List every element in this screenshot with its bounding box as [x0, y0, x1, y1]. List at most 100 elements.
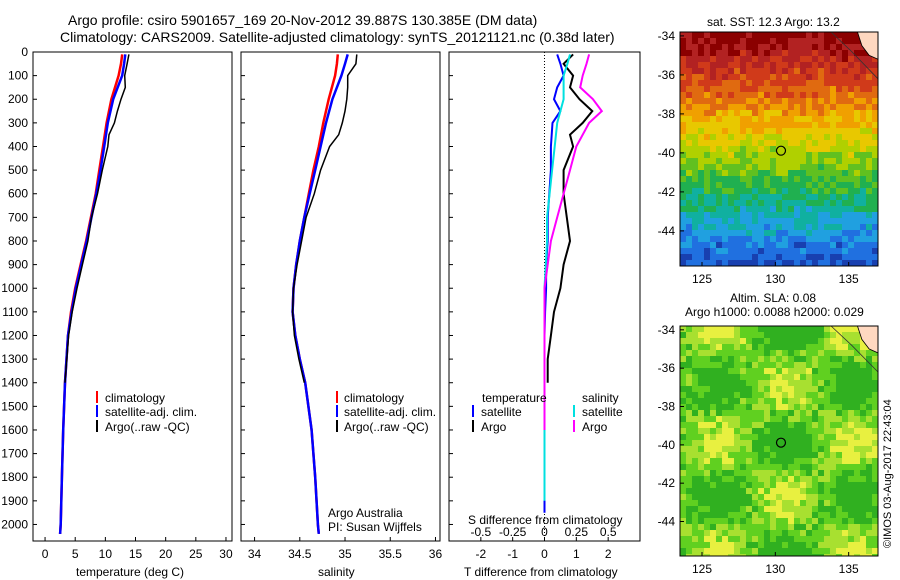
map-cell [842, 410, 848, 416]
map-cell [776, 548, 782, 554]
map-cell [764, 554, 770, 556]
map-cell [836, 236, 842, 242]
map-cell [710, 164, 716, 170]
map-cell [854, 548, 860, 554]
map-cell [710, 86, 716, 92]
map-cell [806, 368, 812, 374]
map-cell [698, 326, 704, 332]
map-cell [728, 128, 734, 134]
map-cell [854, 230, 860, 236]
map-cell [770, 206, 776, 212]
map-cell [746, 548, 752, 554]
map-cell [734, 338, 740, 344]
map-cell [800, 224, 806, 230]
map-cell [728, 536, 734, 542]
map-cell [836, 404, 842, 410]
map-cell [788, 536, 794, 542]
map-cell [800, 434, 806, 440]
map-cell [812, 344, 818, 350]
map-cell [758, 104, 764, 110]
map-cell [740, 134, 746, 140]
map-cell [752, 524, 758, 530]
map-cell [860, 164, 866, 170]
map-cell [770, 458, 776, 464]
map-cell [770, 164, 776, 170]
map-cell [854, 362, 860, 368]
map-cell [806, 236, 812, 242]
map-cell [716, 50, 722, 56]
map-cell [710, 194, 716, 200]
map-cell [692, 236, 698, 242]
map-cell [866, 494, 872, 500]
map-cell [830, 260, 836, 266]
map-cell [794, 110, 800, 116]
map-cell [686, 434, 692, 440]
map-cell [722, 470, 728, 476]
map-cell [830, 74, 836, 80]
map-cell [818, 158, 824, 164]
map-cell [704, 242, 710, 248]
map-cell [758, 110, 764, 116]
map-cell [842, 554, 848, 556]
map-cell [704, 428, 710, 434]
map-cell [842, 500, 848, 506]
map-cell [872, 428, 878, 434]
map-cell [836, 380, 842, 386]
map-cell [782, 116, 788, 122]
map-cell [764, 62, 770, 68]
map-cell [842, 392, 848, 398]
map-cell [830, 380, 836, 386]
map-cell [764, 164, 770, 170]
map-cell [740, 176, 746, 182]
map-cell [686, 554, 692, 556]
map-cell [836, 176, 842, 182]
map-cell [686, 428, 692, 434]
map-cell [860, 428, 866, 434]
map-cell [692, 356, 698, 362]
map-cell [782, 434, 788, 440]
map-cell [872, 260, 878, 266]
map-cell [752, 380, 758, 386]
map-cell [806, 158, 812, 164]
map-cell [848, 152, 854, 158]
map-cell [806, 518, 812, 524]
map-cell [710, 392, 716, 398]
map-cell [716, 350, 722, 356]
map-frame [679, 325, 879, 557]
map-cell [866, 56, 872, 62]
map-cell [698, 482, 704, 488]
map-cell [758, 392, 764, 398]
map-cell [716, 44, 722, 50]
map-cell [692, 62, 698, 68]
map-cell [770, 356, 776, 362]
map-cell [740, 104, 746, 110]
map-cell [824, 488, 830, 494]
map-cell [752, 398, 758, 404]
map-cell [740, 506, 746, 512]
map-cell [848, 446, 854, 452]
map-cell [710, 416, 716, 422]
map-cell [842, 110, 848, 116]
map-cell [848, 176, 854, 182]
map-cell [746, 398, 752, 404]
map-cell [812, 74, 818, 80]
map-cell [818, 524, 824, 530]
map-cell [686, 452, 692, 458]
map-cell [866, 386, 872, 392]
map-cell [806, 446, 812, 452]
map-cell [740, 542, 746, 548]
map-cell [854, 248, 860, 254]
map-cell [758, 338, 764, 344]
map-cell [794, 164, 800, 170]
map-cell [824, 62, 830, 68]
map-cell [686, 104, 692, 110]
map-cell [788, 44, 794, 50]
map-cell [794, 440, 800, 446]
map-cell [824, 434, 830, 440]
map-cell [722, 434, 728, 440]
map-cell [752, 104, 758, 110]
map-cell [788, 446, 794, 452]
map-cell [824, 350, 830, 356]
map-cell [758, 530, 764, 536]
map-cell [716, 542, 722, 548]
